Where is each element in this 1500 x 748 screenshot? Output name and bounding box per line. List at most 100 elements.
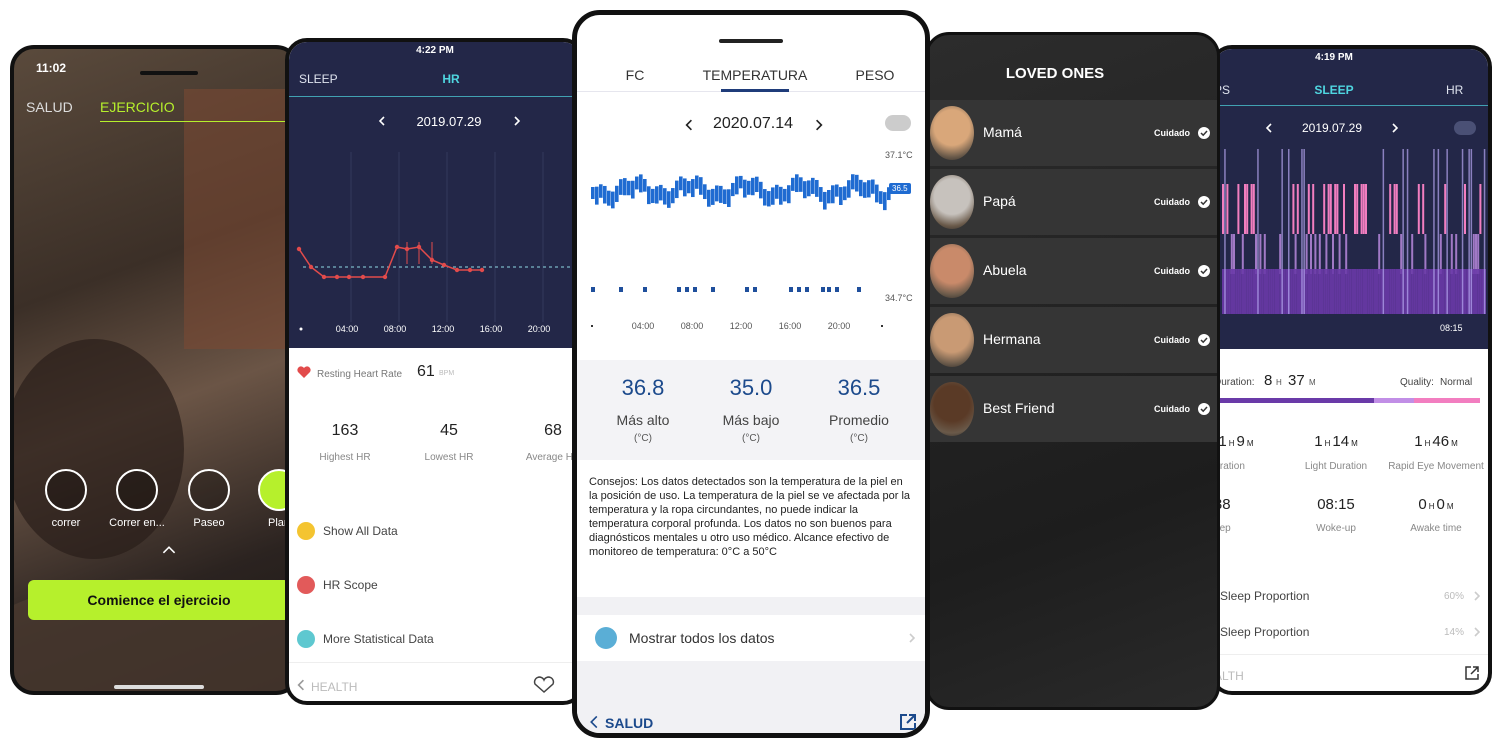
temperature-bar (703, 184, 707, 200)
deep-bar (1439, 269, 1442, 314)
proportion-label[interactable]: Sleep Proportion (1220, 589, 1310, 603)
tab-active[interactable]: HR (442, 72, 460, 86)
back-link[interactable]: HEALTH (311, 680, 358, 694)
tab-underline (289, 96, 581, 97)
show-all-label[interactable]: Mostrar todos los datos (629, 630, 775, 646)
temperature-bar (835, 184, 839, 197)
tab[interactable]: FC (625, 67, 645, 83)
deep-bar (1228, 269, 1231, 314)
contact-row[interactable] (928, 100, 1217, 166)
temperature-dot (619, 287, 623, 292)
temperature-bar (859, 179, 863, 197)
stat-label: Más bajo (722, 412, 780, 428)
deep-bar (1349, 269, 1352, 314)
proportion-value: 60% (1444, 591, 1465, 602)
x-label: 20:00 (827, 321, 851, 331)
activity-icon[interactable] (45, 469, 87, 511)
back-button[interactable] (1454, 121, 1476, 135)
minutes-unit: M (1309, 378, 1316, 387)
awake-bar (1433, 149, 1435, 314)
deep-bar (1244, 269, 1247, 314)
activity-label[interactable]: Plan (267, 517, 291, 529)
back-button[interactable] (885, 115, 911, 131)
contact-row[interactable] (928, 307, 1217, 373)
menu-item[interactable]: More Statistical Data (323, 632, 434, 646)
temperature-bar (839, 187, 843, 206)
rem-bar (1395, 184, 1398, 234)
temperature-bar (855, 174, 859, 192)
status-time: 4:22 PM (416, 45, 454, 56)
temperature-bar (819, 187, 823, 202)
stat-value: 68 (544, 422, 562, 439)
back-link[interactable]: ALTH (1214, 669, 1244, 683)
deep-bar (1255, 269, 1258, 314)
temperature-dot (591, 287, 595, 292)
light-bar (1318, 234, 1321, 274)
activity-label[interactable]: Correr en... (109, 517, 165, 529)
tab[interactable]: PESO (855, 67, 895, 83)
contact-row[interactable] (928, 376, 1217, 442)
contact-row[interactable] (928, 238, 1217, 304)
deep-bar (1435, 269, 1438, 314)
light-bar (1477, 234, 1480, 274)
share-icon (1465, 666, 1479, 680)
activity-label[interactable]: correr (51, 517, 81, 529)
rem-bar (1250, 184, 1253, 234)
start-button[interactable]: Comience el ejercicio (28, 580, 290, 620)
deep-bar (1338, 269, 1341, 314)
end-time: 08:15 (1440, 323, 1463, 333)
temperature-bar (627, 180, 631, 196)
tab-active[interactable]: TEMPERATURA (702, 67, 808, 83)
activity-icon[interactable] (188, 469, 230, 511)
temperature-bar (699, 177, 703, 195)
contact-name[interactable]: Hermana (983, 331, 1041, 347)
rem-bar (1389, 184, 1392, 234)
activity-icon[interactable] (116, 469, 158, 511)
contact-name[interactable]: Best Friend (983, 400, 1055, 416)
menu-item[interactable]: Show All Data (323, 524, 398, 538)
tab[interactable]: SLEEP (299, 72, 338, 86)
status-time: 11:02 (36, 61, 67, 75)
deep-bar (1327, 269, 1330, 314)
hr-point (346, 274, 352, 280)
contact-name[interactable]: Mamá (983, 124, 1022, 140)
tab[interactable]: HR (1446, 83, 1464, 97)
contact-row[interactable] (928, 169, 1217, 235)
temperature-bar (787, 185, 791, 204)
deep-bar (1398, 269, 1401, 314)
back-link[interactable]: SALUD (605, 715, 654, 731)
temperature-bar (595, 186, 599, 205)
deep-bar (1472, 269, 1475, 314)
contact-name[interactable]: Papá (983, 193, 1016, 209)
contact-name[interactable]: Abuela (983, 262, 1027, 278)
deep-bar (1343, 269, 1346, 314)
show-all-row[interactable] (577, 615, 925, 661)
deep-bar (1393, 269, 1396, 314)
menu-item[interactable]: HR Scope (323, 578, 378, 592)
deep-bar (1296, 269, 1299, 314)
x-label: 04:00 (631, 321, 655, 331)
deep-bar (1450, 269, 1453, 314)
deep-bar (1340, 269, 1343, 314)
stat-label: Highest HR (319, 452, 371, 463)
activity-label[interactable]: Paseo (193, 517, 225, 529)
hr-line (298, 246, 482, 278)
deep-bar (1268, 269, 1271, 314)
deep-bar (1466, 269, 1469, 314)
tab-active[interactable]: EJERCICIO (100, 99, 175, 115)
axis-dot (299, 327, 303, 331)
tab[interactable]: SALUD (26, 99, 73, 115)
stat-value: 36.5 (837, 375, 881, 400)
temperature-bar (823, 191, 827, 210)
chevron (816, 119, 823, 131)
temperature-bar (747, 180, 751, 195)
temperature-bar (619, 179, 623, 195)
temperature-bar (783, 188, 787, 202)
chevron (1474, 591, 1481, 601)
tab-underline (100, 121, 296, 122)
rem-bar (1343, 184, 1345, 234)
heart-outline (533, 676, 555, 694)
proportion-label[interactable]: Sleep Proportion (1220, 625, 1310, 639)
tab-active[interactable]: SLEEP (1314, 83, 1354, 97)
